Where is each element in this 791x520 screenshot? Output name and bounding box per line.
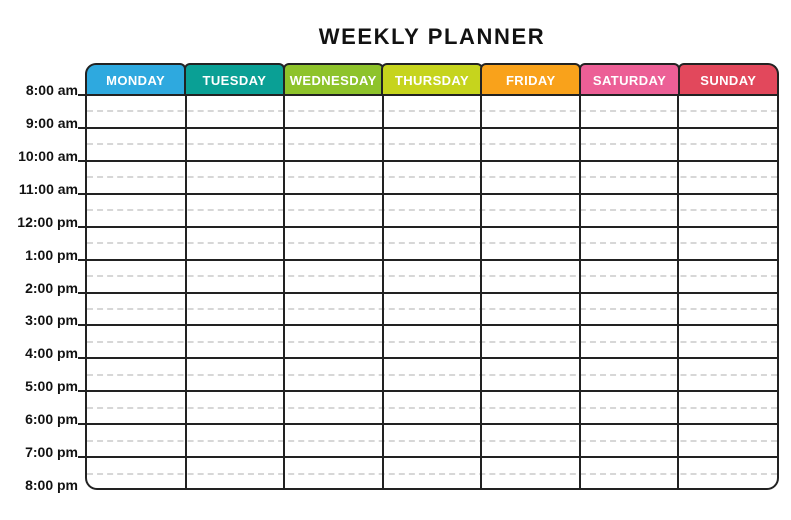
half-hour-grid-line: [87, 242, 777, 245]
hour-grid-line: [78, 225, 777, 228]
time-label-9-00-am: 9:00 am: [25, 114, 78, 131]
day-header-sunday: SUNDAY: [677, 63, 779, 95]
day-header-monday: MONDAY: [85, 63, 187, 95]
hour-grid-line: [78, 159, 777, 162]
planner-table: MONDAY TUESDAY WEDNESDAY THURSDAY FRIDAY SATU…: [78, 63, 779, 490]
hour-grid-line: [78, 192, 777, 195]
day-column-divider: [381, 95, 384, 488]
time-label-8-00-pm: 8:00 pm: [25, 477, 78, 493]
time-label-4-00-pm: 4:00 pm: [25, 345, 78, 362]
hour-grid-line: [78, 94, 777, 96]
hour-grid-line: [78, 423, 777, 426]
half-hour-grid-line: [87, 373, 777, 376]
day-header-thursday: THURSDAY: [381, 63, 483, 95]
hour-grid-line: [78, 324, 777, 327]
half-hour-grid-line: [87, 110, 777, 113]
day-header-label: MONDAY: [106, 72, 166, 88]
day-header-wednesday: WEDNESDAY: [282, 63, 384, 95]
time-label-1-00-pm: 1:00 pm: [25, 246, 78, 263]
time-label-10-00-am: 10:00 am: [18, 147, 78, 164]
day-header-tuesday: TUESDAY: [183, 63, 286, 95]
half-hour-grid-line: [87, 275, 777, 278]
time-label-3-00-pm: 3:00 pm: [25, 312, 78, 329]
day-header-label: SUNDAY: [700, 72, 757, 88]
hour-grid-line: [78, 258, 777, 261]
day-header-label: SATURDAY: [592, 72, 667, 88]
time-label-6-00-pm: 6:00 pm: [25, 411, 78, 428]
day-column-divider: [184, 95, 187, 488]
half-hour-grid-line: [87, 439, 777, 442]
day-column-divider: [480, 95, 483, 488]
half-hour-grid-line: [87, 143, 777, 146]
page-title: WEEKLY PLANNER: [318, 24, 546, 49]
time-label-2-00-pm: 2:00 pm: [25, 279, 78, 296]
day-header-label: THURSDAY: [394, 72, 470, 88]
time-label-5-00-pm: 5:00 pm: [25, 378, 78, 395]
day-header-friday: FRIDAY: [480, 63, 582, 95]
hour-grid-line: [78, 390, 777, 393]
day-header-label: WEDNESDAY: [289, 72, 377, 88]
day-header-row: MONDAY TUESDAY WEDNESDAY THURSDAY FRIDAY SATU…: [85, 63, 779, 95]
half-hour-grid-line: [87, 176, 777, 179]
hour-grid-line: [78, 357, 777, 360]
half-hour-grid-line: [87, 209, 777, 212]
day-header-label: TUESDAY: [202, 72, 267, 88]
time-label-11-00-am: 11:00 am: [18, 180, 78, 197]
hour-grid-line: [78, 291, 777, 294]
day-column-divider: [578, 95, 581, 488]
day-header-label: FRIDAY: [505, 72, 556, 88]
day-column-divider: [677, 95, 680, 488]
half-hour-grid-line: [87, 307, 777, 310]
half-hour-grid-line: [87, 340, 777, 343]
half-hour-grid-line: [87, 472, 777, 475]
hour-grid-line: [78, 126, 777, 129]
half-hour-grid-line: [87, 406, 777, 409]
time-label-12-00-pm: 12:00 pm: [17, 213, 78, 230]
hour-grid-line: [78, 456, 777, 459]
planner-grid: [78, 94, 779, 490]
day-header-saturday: SATURDAY: [578, 63, 681, 95]
time-label-7-00-pm: 7:00 pm: [25, 444, 78, 461]
time-label-8-00-am: 8:00 am: [25, 82, 78, 98]
day-column-divider: [283, 95, 286, 488]
